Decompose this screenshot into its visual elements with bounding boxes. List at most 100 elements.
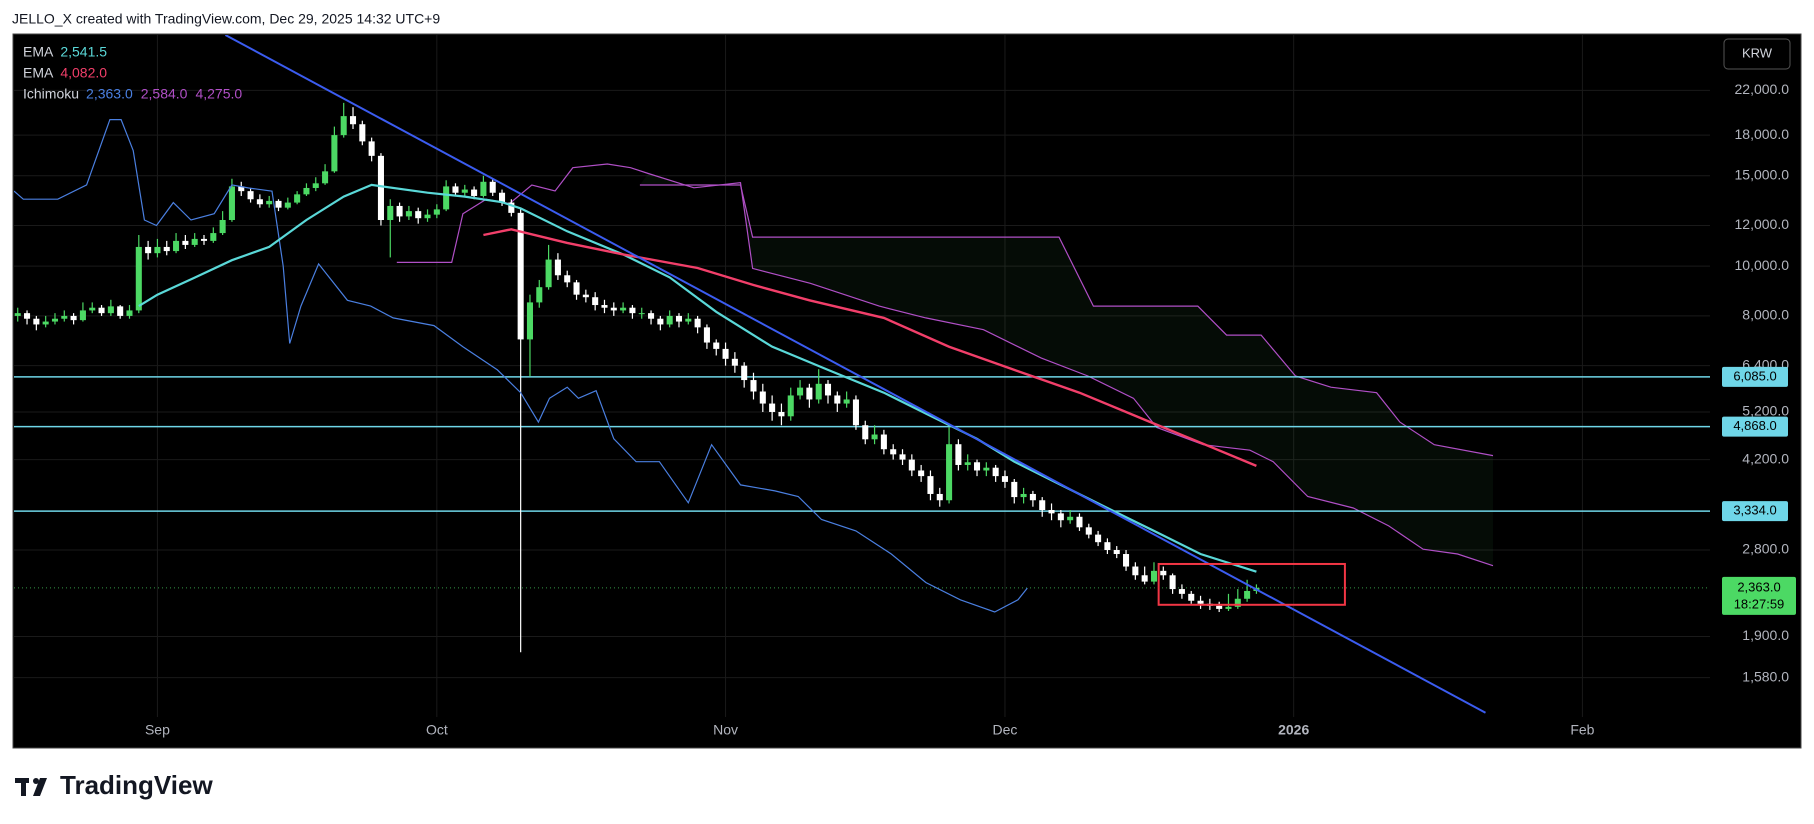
candle-body: [992, 467, 999, 477]
candle-body: [526, 302, 533, 340]
y-tick-label: 18,000.0: [1735, 126, 1790, 142]
candle-body: [880, 434, 887, 450]
candle-body: [582, 294, 589, 298]
candle-body: [405, 211, 412, 217]
y-tick-label: 12,000.0: [1735, 216, 1790, 232]
candle-body: [173, 240, 180, 252]
candle-body: [759, 391, 766, 404]
currency-label[interactable]: KRW: [1742, 45, 1773, 60]
currency-button[interactable]: [1723, 38, 1791, 70]
candle-body: [443, 186, 450, 210]
candle-body: [1244, 590, 1251, 599]
y-tick-label: 2,800.0: [1742, 541, 1789, 557]
candle-body: [564, 275, 571, 283]
y-tick-label: 15,000.0: [1735, 166, 1790, 182]
candle-body: [1048, 510, 1055, 514]
candle-body: [24, 313, 31, 319]
plot-area: [14, 35, 1710, 717]
legend-value: 2,584.0: [141, 86, 188, 102]
candle-body: [1169, 575, 1176, 590]
candle-body: [247, 191, 254, 200]
y-tick-label: 8,000.0: [1742, 307, 1789, 323]
candle-body: [685, 318, 692, 322]
candle-body: [1001, 476, 1008, 482]
candle-body: [666, 315, 673, 325]
highlight-box: [1157, 562, 1346, 606]
candle-body: [908, 459, 915, 471]
y-tick-label: 1,900.0: [1742, 627, 1789, 643]
candle-body: [769, 403, 776, 412]
candle-body: [545, 259, 552, 288]
logo-stem: [21, 778, 26, 796]
candle-body: [284, 202, 291, 208]
candle-body: [471, 189, 478, 196]
countdown-label: 18:27:59: [1734, 596, 1785, 611]
logo-slash: [33, 778, 47, 796]
level-label: 6,085.0: [1733, 368, 1776, 383]
candle-body: [629, 307, 636, 314]
x-tick-label: Sep: [145, 722, 170, 738]
header: JELLO_X created with TradingView.com, De…: [12, 11, 440, 27]
candle-body: [824, 383, 832, 396]
price-axis: 1,580.01,900.02,800.04,200.05,200.06,400…: [145, 81, 1796, 738]
candle-body: [918, 470, 925, 477]
candle-body: [98, 307, 105, 314]
candle-body: [415, 211, 422, 219]
candle-body: [79, 310, 86, 321]
candle-body: [228, 186, 235, 221]
candle-body: [1197, 600, 1204, 604]
candle-body: [517, 212, 524, 340]
candle-body: [256, 199, 263, 205]
candle-body: [741, 365, 748, 381]
legend-value: 4,275.0: [195, 86, 242, 102]
x-tick-label: Feb: [1570, 722, 1594, 738]
candle-body: [51, 318, 59, 322]
candle-body: [294, 194, 301, 203]
candle-body: [648, 313, 655, 319]
y-tick-label: 22,000.0: [1735, 81, 1790, 97]
candle-body: [70, 315, 77, 321]
candle-body: [797, 387, 804, 396]
ichimoku-span-a: [396, 163, 1494, 567]
y-tick-label: 10,000.0: [1735, 257, 1790, 273]
candle-body: [424, 214, 431, 219]
candle-body: [927, 476, 934, 494]
candle-body: [312, 183, 319, 188]
candle-body: [303, 187, 310, 195]
candle-body: [573, 282, 580, 295]
candle-body: [620, 307, 627, 311]
candle-body: [1076, 516, 1083, 528]
candle-body: [657, 318, 664, 325]
candle-body: [396, 205, 403, 217]
candle-body: [461, 189, 468, 193]
candle-body: [89, 307, 96, 311]
x-tick-label: Nov: [713, 722, 738, 738]
candle-body: [377, 155, 384, 221]
candle-body: [1160, 570, 1167, 576]
candle-body: [489, 181, 496, 193]
candle-body: [219, 220, 226, 234]
candle-body: [368, 141, 375, 156]
candle-body: [675, 315, 683, 322]
candle-body: [1085, 527, 1092, 535]
legend-value: 2,541.5: [60, 44, 107, 60]
logo-dot: [33, 778, 39, 784]
candle-body: [480, 181, 487, 196]
candle-body: [713, 342, 720, 349]
candle-body: [722, 348, 729, 359]
candle-body: [1150, 570, 1158, 582]
candle-body: [787, 395, 794, 417]
candle-body: [955, 444, 962, 465]
candle-body: [1141, 575, 1148, 582]
candle-body: [107, 306, 114, 314]
y-tick-label: 5,200.0: [1742, 403, 1789, 419]
candle-body: [983, 467, 990, 471]
candle-body: [1178, 589, 1185, 594]
candle-body: [890, 449, 897, 455]
candle-body: [778, 411, 785, 417]
y-tick-label: 4,200.0: [1742, 450, 1789, 466]
candle-body: [946, 444, 953, 501]
candle-body: [14, 313, 21, 316]
candle-body: [592, 297, 599, 306]
level-label: 3,334.0: [1733, 503, 1776, 518]
